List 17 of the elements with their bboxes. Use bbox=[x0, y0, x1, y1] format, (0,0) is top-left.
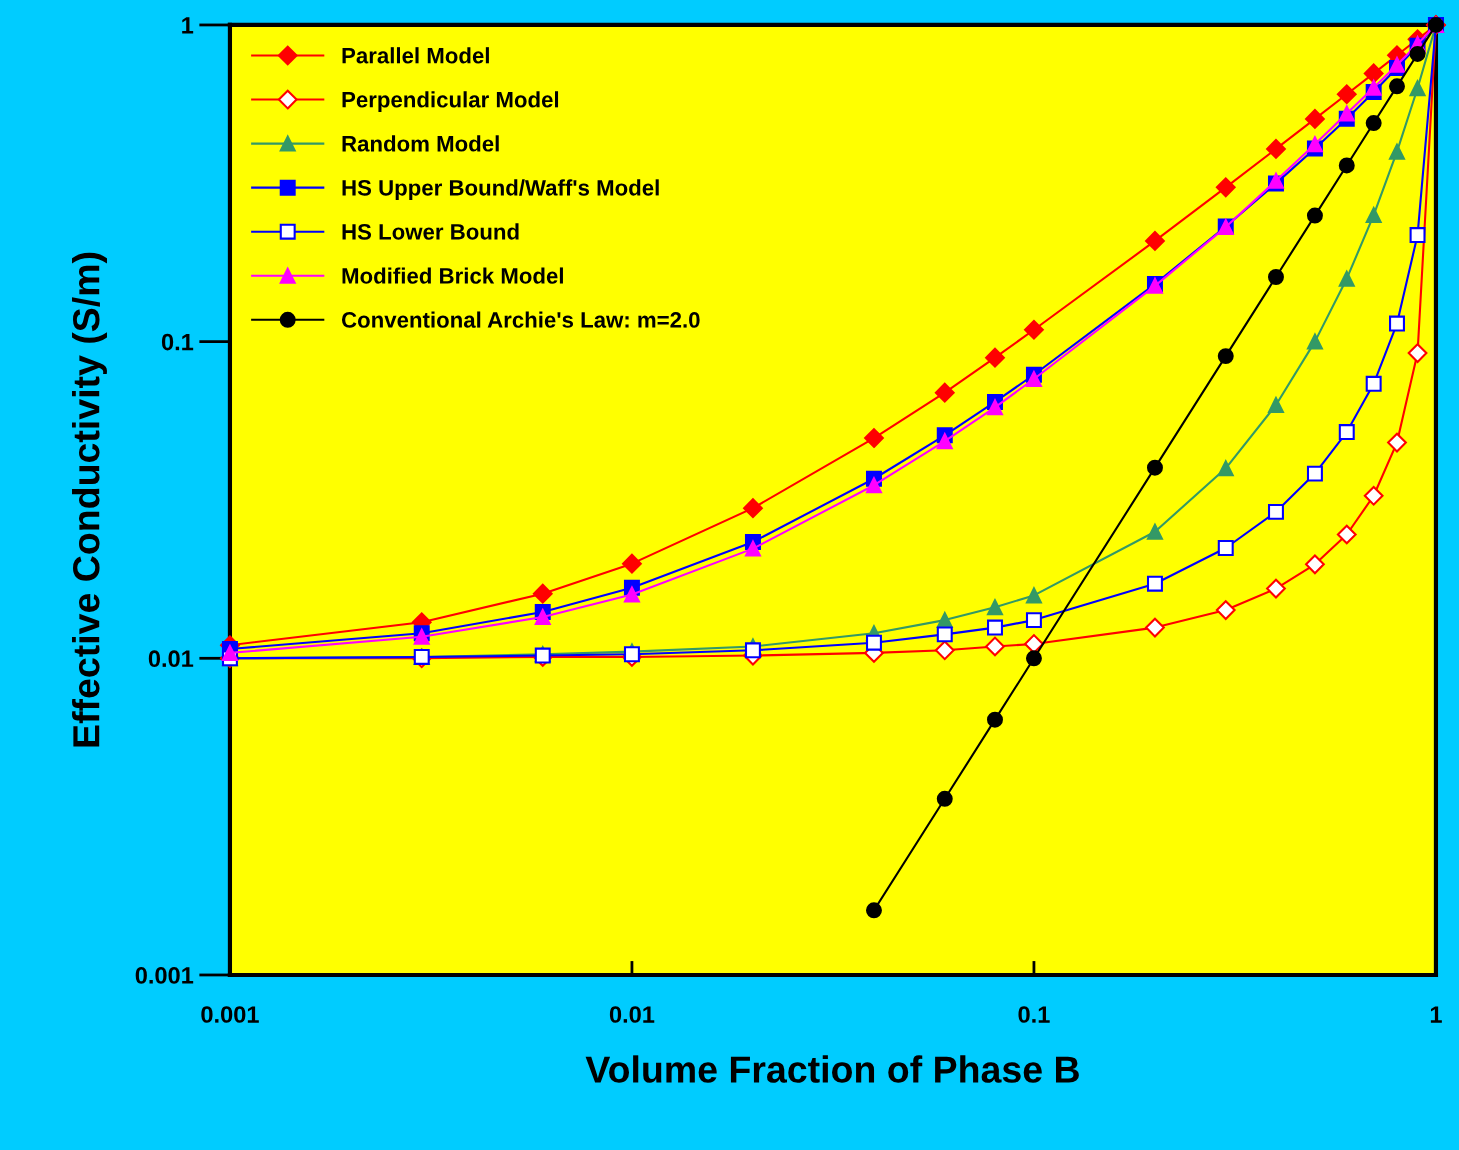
x-tick-label: 0.01 bbox=[609, 1006, 655, 1023]
y-axis-title: Effective Conductivity (S/m) bbox=[72, 252, 107, 747]
legend-label: Conventional Archie's Law: m=2.0 bbox=[341, 311, 700, 328]
x-tick-label: 1 bbox=[1430, 1006, 1442, 1023]
x-tick-label: 0.1 bbox=[1018, 1006, 1050, 1023]
y-tick-label: 0.1 bbox=[161, 333, 194, 351]
legend-label: Parallel Model bbox=[342, 47, 489, 64]
legend-label: Perpendicular Model bbox=[342, 91, 559, 112]
x-tick-label: 0.001 bbox=[201, 1006, 259, 1023]
y-tick-label: 0.01 bbox=[148, 650, 194, 668]
legend-label: Random Model bbox=[342, 135, 499, 152]
y-tick-label: 0.001 bbox=[135, 967, 194, 984]
legend-label: HS Lower Bound bbox=[342, 223, 519, 240]
legend-label: Modified Brick Model bbox=[342, 267, 563, 284]
legend-label: HS Upper Bound/Waff's Model bbox=[342, 179, 659, 201]
y-tick-label: 1 bbox=[182, 17, 194, 34]
x-axis-title: Volume Fraction of Phase B bbox=[585, 1055, 1079, 1083]
